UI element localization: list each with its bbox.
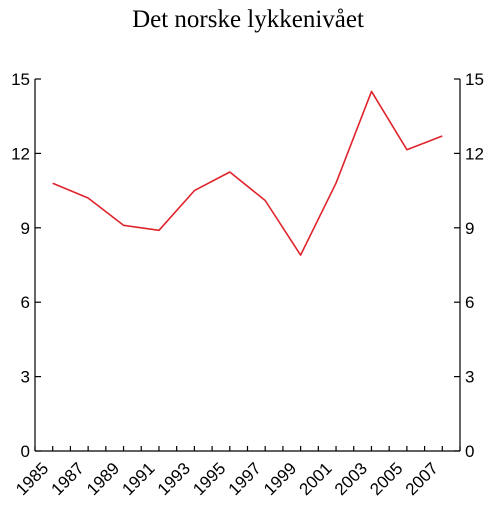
- plot-frame: [34, 79, 461, 452]
- left-tick-label: 3: [21, 368, 30, 387]
- right-tick-label: 0: [465, 442, 474, 461]
- left-tick-label: 9: [21, 219, 30, 238]
- right-tick-label: 3: [465, 368, 474, 387]
- series-layer: [52, 90, 443, 256]
- left-tick-label: 0: [21, 442, 30, 461]
- chart-title: Det norske lykkenivået: [132, 6, 364, 33]
- right-tick-label: 15: [465, 70, 484, 89]
- x-axis: 1985198719891991199319951997199920012003…: [12, 446, 461, 499]
- x-tick-label: 2007: [402, 459, 442, 499]
- left-tick-label: 15: [11, 70, 30, 89]
- right-tick-label: 12: [465, 144, 484, 163]
- left-tick-label: 6: [21, 293, 30, 312]
- series-line: [52, 90, 443, 256]
- right-y-axis: 0 3 6 9 12 15: [454, 70, 484, 461]
- left-tick-label: 12: [11, 144, 30, 163]
- x-tick-label: 1985: [12, 459, 52, 499]
- x-tick-label: 1997: [225, 459, 265, 499]
- x-tick-label: 1987: [48, 459, 88, 499]
- x-tick-label: 2005: [366, 459, 406, 499]
- x-tick-label: 2001: [295, 459, 335, 499]
- x-tick-label: 2003: [331, 459, 371, 499]
- x-tick-label: 1989: [83, 459, 123, 499]
- x-tick-label: 1999: [260, 459, 300, 499]
- x-tick-label: 1993: [154, 459, 194, 499]
- left-y-axis: 0 3 6 9 12 15: [11, 70, 41, 461]
- x-tick-label: 1995: [189, 459, 229, 499]
- right-tick-label: 6: [465, 293, 474, 312]
- x-tick-label: 1991: [118, 459, 158, 499]
- right-tick-label: 9: [465, 219, 474, 238]
